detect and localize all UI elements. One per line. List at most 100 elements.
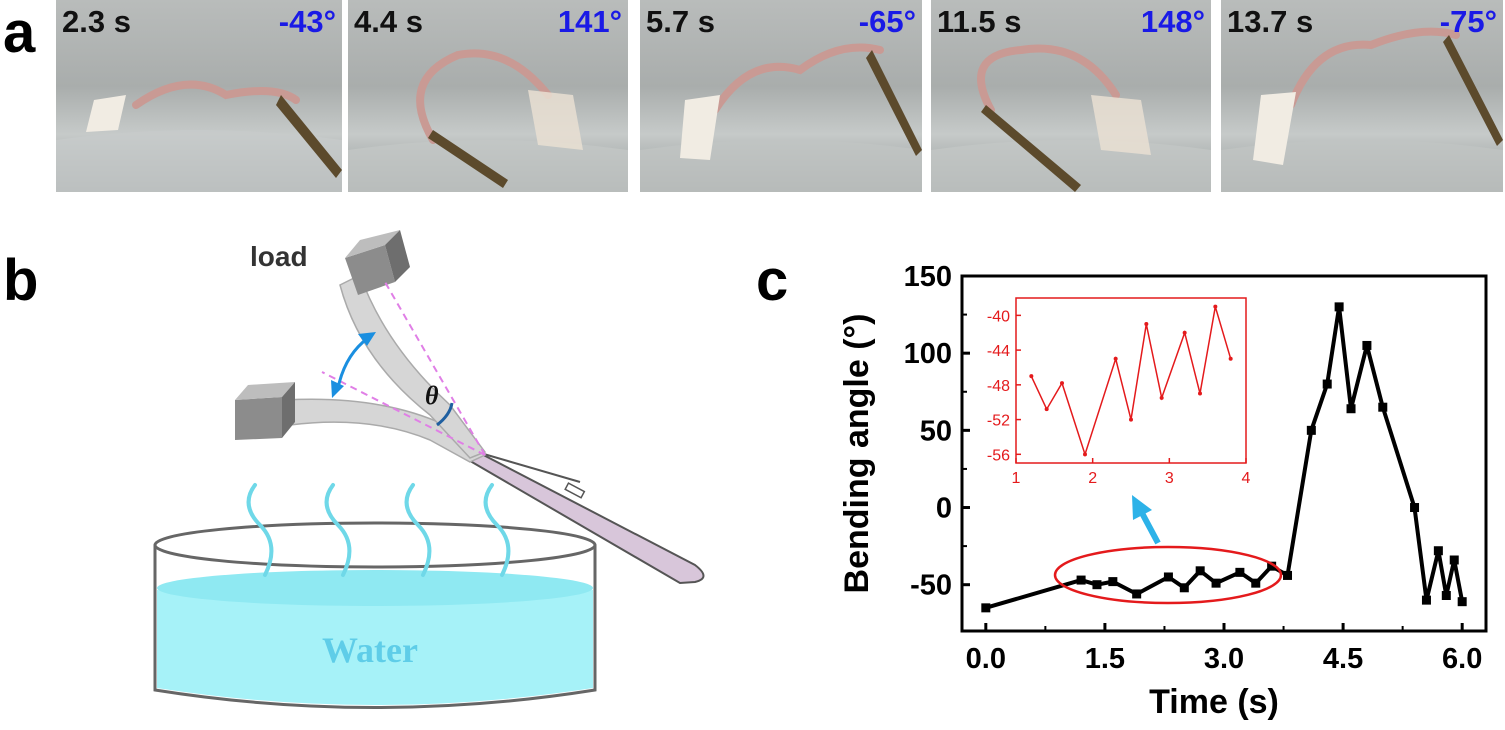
x-tick-label: 6.0 [1442, 643, 1482, 675]
tweezers [463, 446, 705, 585]
inset-x-tick-label: 3 [1165, 470, 1174, 487]
data-point [1410, 503, 1420, 513]
photo-illustration [931, 44, 1211, 192]
frame-time: 11.5 s [937, 4, 1022, 39]
frame-time: 5.7 s [646, 4, 715, 39]
angle-guide-lines [321, 281, 486, 456]
bend-direction-arrow [331, 332, 376, 398]
inset-link-arrow [1132, 495, 1161, 545]
frame-time: 13.7 s [1227, 4, 1314, 39]
x-tick-label: 1.5 [1085, 643, 1125, 675]
data-point [1211, 578, 1221, 588]
x-tick-label: 4.5 [1323, 643, 1363, 675]
y-tick-label: 150 [904, 261, 952, 293]
theta-label: θ [425, 381, 439, 410]
bending-angle-chart: 0.0 1.5 3.0 4.5 6.0 -50 0 50 100 150 Time (s) Bendi… [838, 261, 1488, 721]
inset-y-tick-label: -48 [987, 378, 1010, 395]
data-point [981, 603, 991, 613]
data-point [1267, 561, 1277, 571]
beaker [153, 521, 597, 709]
data-point [1421, 595, 1431, 605]
inset-x-tick-label: 1 [1012, 470, 1021, 487]
x-tick-label: 3.0 [1204, 643, 1244, 675]
inset-data-point [1159, 395, 1164, 400]
inset-data-point [1228, 356, 1233, 361]
frame-time: 4.4 s [354, 4, 423, 39]
steam-lines [246, 483, 511, 577]
photo-illustration [640, 43, 922, 192]
data-point [1092, 580, 1102, 590]
data-point [1334, 302, 1344, 312]
inset-data-point [1083, 452, 1087, 457]
photo-frame: 4.4 s 141° [348, 0, 628, 192]
photo-illustration [348, 49, 628, 192]
water-label: Water [322, 630, 418, 670]
y-tick-label: 100 [904, 338, 952, 370]
x-axis-label: Time (s) [1149, 683, 1279, 721]
inset-data-point [1060, 381, 1064, 386]
frame-angle: 148° [1140, 4, 1205, 39]
photo-frame: 2.3 s -43° [56, 0, 342, 192]
load-label: load [250, 241, 308, 272]
data-point [1283, 570, 1293, 580]
data-point [1235, 567, 1245, 577]
data-point [1306, 425, 1316, 435]
y-tick-label: 50 [920, 415, 952, 447]
inset-data-point [1144, 322, 1149, 327]
data-point [1163, 572, 1173, 582]
data-point [1457, 597, 1467, 607]
data-point [1441, 591, 1451, 600]
data-point [1132, 589, 1142, 599]
inset-data-point [1129, 417, 1133, 422]
data-point [1195, 566, 1205, 576]
inset-y-tick-label: -40 [987, 308, 1010, 325]
main-axes: 0.0 1.5 3.0 4.5 6.0 -50 0 50 100 150 Time (s) Bendi… [838, 261, 1488, 721]
data-point [1378, 402, 1388, 412]
data-point [1362, 340, 1372, 350]
y-tick-label: 0 [936, 493, 952, 525]
load-cube-lower [235, 382, 295, 440]
inset-frame [1015, 297, 1247, 464]
inset-y-tick-label: -52 [987, 413, 1010, 430]
panel-a-letter: a [3, 0, 36, 65]
inset-data-point [1113, 356, 1118, 361]
frame-angle: 141° [557, 4, 622, 39]
inset-axes: 1 2 3 4 -40 -44 -48 -52 -56 [987, 297, 1251, 487]
setup-schematic: Water load θ [153, 230, 705, 709]
photo-frame: 13.7 s -75° [1221, 0, 1503, 192]
data-point [1322, 379, 1332, 389]
inset-data-point [1044, 407, 1049, 412]
data-point [1108, 577, 1118, 587]
photo-illustration [56, 80, 342, 192]
frame-angle: -75° [1439, 4, 1497, 39]
inset-data-point [1029, 374, 1034, 379]
data-point [1433, 546, 1443, 556]
data-point [1179, 583, 1189, 593]
inset-x-tick-label: 4 [1242, 470, 1251, 487]
y-tick-label: -50 [910, 570, 952, 602]
data-point [1346, 404, 1356, 414]
frame-angle: -43° [278, 4, 336, 39]
frame-time: 2.3 s [62, 4, 131, 39]
highlight-ellipse [1053, 545, 1283, 605]
photo-frame: 11.5 s 148° [931, 0, 1211, 192]
panel-b-letter: b [3, 248, 39, 313]
inset-series-line [1030, 306, 1232, 457]
inset-y-tick-label: -44 [987, 343, 1010, 360]
theta-arc [436, 402, 454, 427]
load-cube-upper [345, 230, 410, 295]
inset-data-point [1198, 391, 1202, 396]
y-axis-label: Bending angle (°) [838, 314, 876, 594]
inset-data-point [1182, 330, 1187, 335]
photo-illustration [1221, 27, 1503, 192]
strip-lower [284, 398, 487, 463]
data-point [1076, 575, 1086, 585]
photo-frame: 5.7 s -65° [640, 0, 922, 192]
inset-data-point [1213, 304, 1218, 309]
data-point [1251, 578, 1261, 588]
inset-x-tick-label: 2 [1088, 470, 1097, 487]
data-point [1449, 555, 1459, 565]
frame-angle: -65° [858, 4, 916, 39]
inset-y-tick-label: -56 [987, 447, 1010, 464]
x-tick-label: 0.0 [966, 643, 1006, 675]
